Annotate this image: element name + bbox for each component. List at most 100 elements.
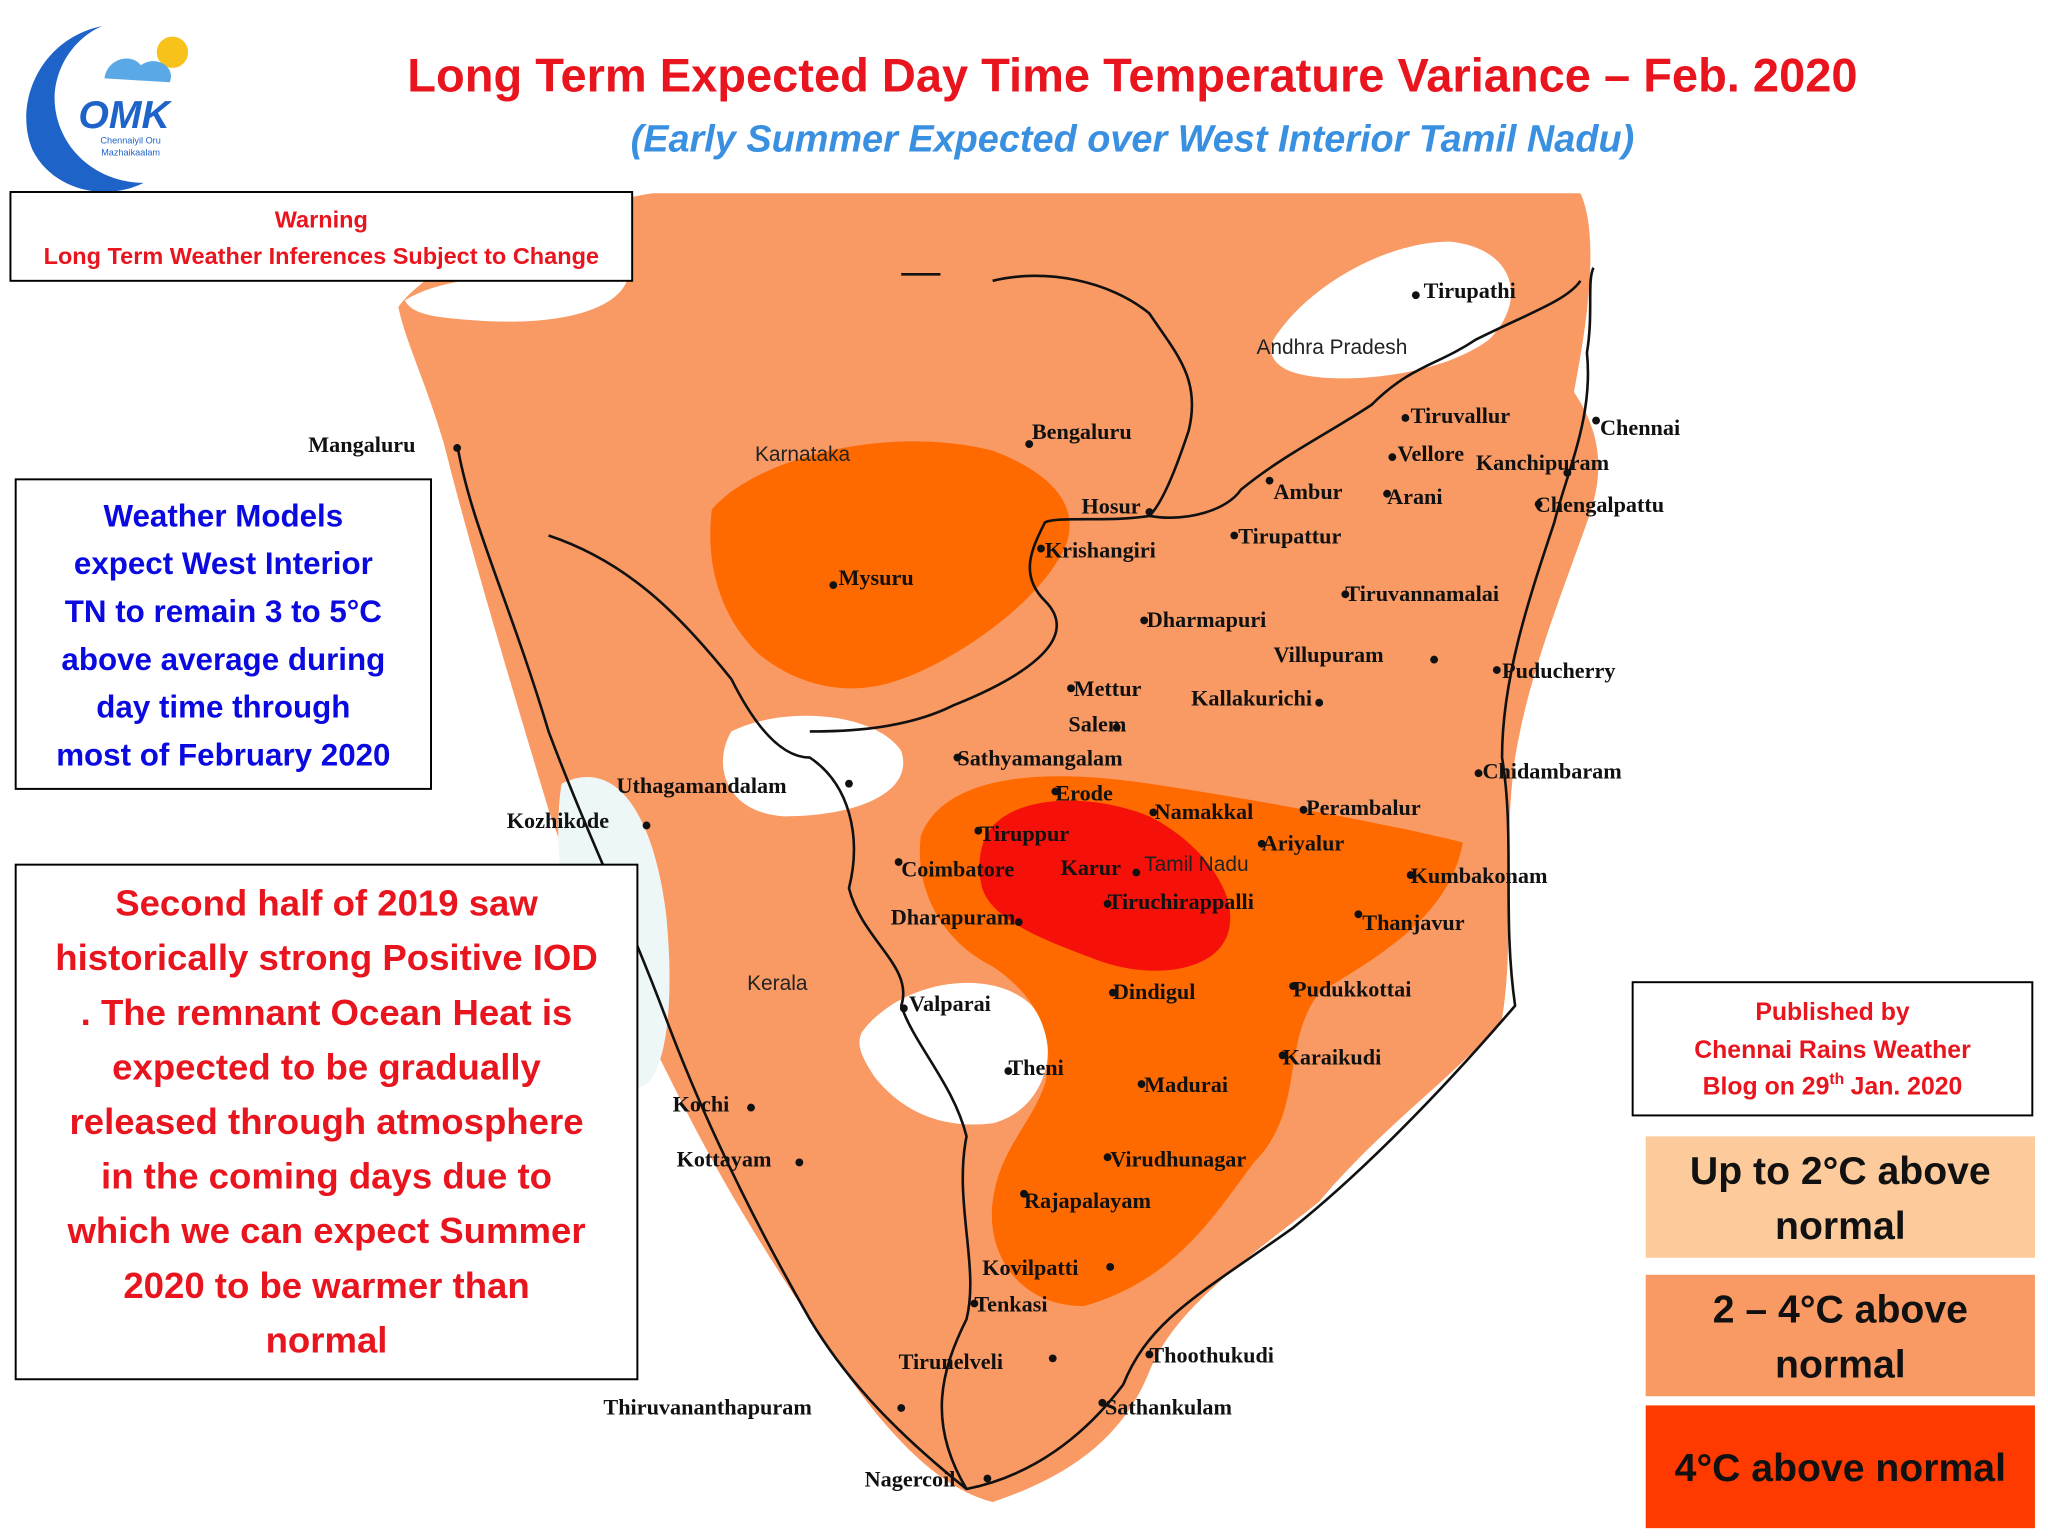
place-dot [1112, 723, 1121, 732]
subtitle: (Early Summer Expected over West Interio… [631, 119, 1635, 161]
place-label: Kovilpatti [982, 1255, 1078, 1280]
legend-label: 4°C above normal [1675, 1447, 2006, 1490]
region-label: Tamil Nadu [1144, 853, 1248, 876]
place-dot [1108, 988, 1117, 997]
place-label: Kottayam [677, 1146, 772, 1171]
place-label: Karaikudi [1283, 1044, 1382, 1069]
place-label: Kozhikode [507, 808, 609, 833]
place-dot [1289, 982, 1297, 991]
place-label: Kochi [673, 1092, 730, 1117]
place-label: Dharmapuri [1147, 607, 1267, 632]
place-dot [747, 1103, 755, 1112]
place-label: Chengalpattu [1535, 492, 1664, 517]
place-dot [894, 858, 903, 866]
place-label: Bengaluru [1032, 419, 1132, 444]
place-dot [1278, 1051, 1287, 1060]
place-label: Valparai [909, 991, 991, 1016]
place-label: Thanjavur [1362, 910, 1464, 935]
place-label: Tirupattur [1238, 523, 1341, 548]
place-dot [1037, 544, 1045, 553]
place-dot [1492, 666, 1501, 674]
place-dot [1388, 453, 1397, 462]
place-dot [899, 1004, 908, 1013]
place-dot [1299, 805, 1308, 814]
zone-red [979, 800, 1231, 971]
iod-note-line: normal [266, 1319, 388, 1360]
state-border [548, 534, 972, 1490]
place-label: Kallakurichi [1191, 685, 1312, 710]
legend-label: normal [1775, 1343, 1906, 1386]
legend-swatch [1645, 1274, 2035, 1397]
place-dot [1474, 769, 1483, 778]
place-dot [1106, 1263, 1115, 1271]
place-label: Tiruvannamalai [1345, 581, 1499, 606]
logo: OMK Chennaiyil Oru Mazhaikaalam [26, 26, 189, 192]
logo-tagline: Chennaiyil Oru [100, 136, 160, 146]
place-dot [1383, 489, 1392, 498]
place-dot [1149, 808, 1158, 817]
place-dot [1051, 787, 1060, 796]
state-border [1149, 280, 1582, 519]
logo-tagline: Mazhaikaalam [101, 147, 160, 157]
place-dot [1132, 868, 1141, 877]
model-note-line: Weather Models [104, 498, 344, 533]
place-dot [1534, 500, 1543, 509]
no-change-area [1271, 241, 1512, 379]
place-label: Erode [1055, 781, 1113, 806]
iod-note-line: released through atmosphere [70, 1101, 584, 1142]
place-label: Krishangiri [1045, 538, 1156, 563]
place-dot [1067, 684, 1075, 693]
place-label: Pudukkottai [1293, 977, 1411, 1002]
place-dot [1592, 416, 1600, 425]
iod-note-box [14, 863, 639, 1381]
place-dot [983, 1474, 992, 1483]
iod-note-line: in the coming days due to [101, 1156, 552, 1197]
model-note-line: above average during [61, 642, 385, 677]
published-line: Chennai Rains Weather [1694, 1037, 1971, 1064]
iod-note-line: . The remnant Ocean Heat is [81, 992, 573, 1033]
place-dot [974, 826, 983, 835]
state-border [809, 272, 1194, 733]
model-note-line: day time through [96, 690, 350, 725]
place-label: Salem [1068, 711, 1126, 736]
place-dot [1020, 1189, 1028, 1198]
place-dot [1103, 899, 1112, 908]
place-dot [1048, 1354, 1057, 1363]
date-prefix: Blog on 29 [1703, 1074, 1830, 1101]
place-label: Villupuram [1273, 642, 1384, 667]
place-label: Mangaluru [308, 432, 415, 457]
logo-text: OMK [78, 94, 172, 137]
place-label: Virudhunagar [1110, 1146, 1246, 1171]
map [398, 193, 1599, 1503]
place-label: Chennai [1600, 415, 1680, 440]
date-sup: th [1829, 1071, 1844, 1088]
place-label: Sathyamangalam [957, 745, 1123, 770]
legend-swatch [1645, 1405, 2035, 1529]
place-label: Ambur [1273, 479, 1342, 504]
legend-label: Up to 2°C above [1690, 1150, 1991, 1193]
place-dot [642, 821, 651, 830]
dynamic-layer: Weather Models expect West Interior TN to … [55, 278, 2035, 1529]
place-label: Dharapuram [891, 905, 1016, 930]
warning-box [9, 191, 634, 282]
legend-label: normal [1775, 1205, 1906, 1248]
place-dot [1230, 531, 1239, 540]
place-dot [1354, 910, 1363, 919]
model-note-box [14, 478, 432, 790]
no-change-area [404, 274, 627, 322]
place-dot [1406, 871, 1415, 880]
place-label: Namakkal [1155, 799, 1254, 824]
place-label: Arani [1387, 484, 1442, 509]
place-label: Mysuru [839, 565, 914, 590]
place-label: Nagercoil [865, 1466, 956, 1491]
place-label: Rajapalayam [1024, 1188, 1151, 1213]
place-label: Kumbakonam [1411, 863, 1548, 888]
place-label: Uthagamandalam [616, 773, 787, 798]
place-label: Chidambaram [1482, 758, 1622, 783]
place-dot [970, 1299, 979, 1308]
place-dot [1341, 590, 1350, 599]
zone-4 [710, 441, 1070, 689]
place-label: Madurai [1144, 1072, 1228, 1097]
place-dot [1265, 476, 1274, 485]
